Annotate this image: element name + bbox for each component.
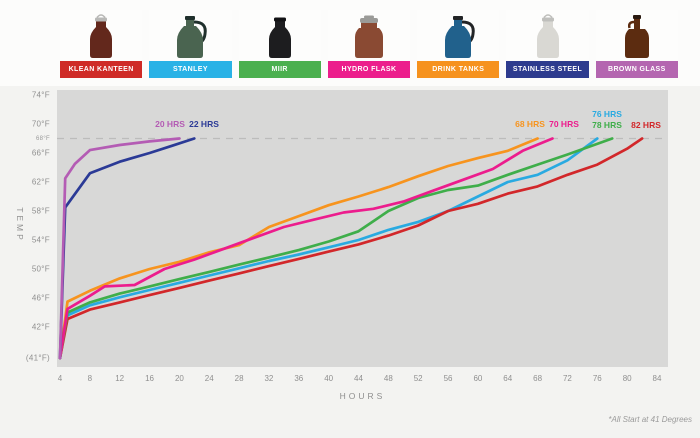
end-label-stanley: 76 HRS <box>592 109 622 119</box>
x-tick-56: 56 <box>443 374 453 383</box>
legend-item-hydro-flask: HYDRO FLASK <box>327 10 411 78</box>
x-tick-60: 60 <box>473 374 483 383</box>
brown-glass-legend-label: BROWN GLASS <box>595 61 678 78</box>
x-tick-28: 28 <box>234 374 244 383</box>
legend-item-stanley: STANLEY <box>149 10 232 78</box>
x-tick-48: 48 <box>383 374 393 383</box>
drink-tanks-bottle-image <box>417 10 500 60</box>
end-label-hydro-flask: 70 HRS <box>549 119 579 129</box>
stanley-legend-label: STANLEY <box>149 61 232 78</box>
legend-item-klean-kanteen: KLEAN KANTEEN <box>60 10 143 78</box>
x-tick-64: 64 <box>503 374 513 383</box>
x-tick-52: 52 <box>413 374 423 383</box>
line-stanley <box>58 137 599 360</box>
stanley-bottle-image <box>149 10 232 60</box>
bottle-icon <box>354 15 383 58</box>
hydro-flask-legend-label: HYDRO FLASK <box>327 61 411 78</box>
y-tick-66: 66°F <box>31 148 50 158</box>
x-tick-20: 20 <box>174 374 184 383</box>
x-tick-68: 68 <box>533 374 543 383</box>
x-tick-12: 12 <box>115 374 125 383</box>
line-brown-glass <box>58 137 181 360</box>
x-axis-title: HOURS <box>339 391 386 401</box>
temperature-line-chart: 76 HRS 82 HRS 78 HRS 68 HRS 70 HRS 22 HRS 20 H… <box>57 109 668 360</box>
miir-bottle-image <box>238 10 321 60</box>
legend-item-drink-tanks: DRINK TANKS <box>417 10 500 78</box>
miir-legend-label: MIIR <box>238 61 321 78</box>
x-tick-32: 32 <box>264 374 274 383</box>
x-tick-80: 80 <box>622 374 632 383</box>
y-tick-54: 54°F <box>31 235 50 245</box>
end-label-stainless-steel: 22 HRS <box>189 119 219 129</box>
brown-glass-bottle-image <box>595 10 678 60</box>
bottle-icon <box>177 16 208 58</box>
x-tick-44: 44 <box>354 374 363 383</box>
x-tick-8: 8 <box>87 374 93 383</box>
x-tick-4: 4 <box>57 374 63 383</box>
footnote: *All Start at 41 Degrees <box>608 415 692 424</box>
klean-kanteen-legend-label: KLEAN KANTEEN <box>60 61 143 78</box>
bottle-icon <box>536 14 559 58</box>
x-tick-36: 36 <box>294 374 304 383</box>
end-label-brown-glass: 20 HRS <box>155 119 185 129</box>
bottle-icon <box>624 15 649 58</box>
x-tick-84: 84 <box>652 374 662 383</box>
plot-area: 76 HRS 82 HRS 78 HRS 68 HRS 70 HRS 22 HRS 20 H… <box>57 90 668 367</box>
x-tick-76: 76 <box>592 374 602 383</box>
drink-tanks-legend-label: DRINK TANKS <box>417 61 500 78</box>
bottle-icon <box>445 16 476 58</box>
klean-kanteen-bottle-image <box>60 10 143 60</box>
line-klean-kanteen <box>58 137 644 360</box>
threshold-label-68f: 68°F <box>36 135 50 142</box>
end-label-drink-tanks: 68 HRS <box>515 119 545 129</box>
legend-item-brown-glass: BROWN GLASS <box>595 10 678 78</box>
y-tick-62: 62°F <box>31 177 50 187</box>
y-tick-70: 70°F <box>31 119 50 129</box>
legend-item-miir: MIIR <box>238 10 321 78</box>
legend-item-stainless-steel: STAINLESS STEEL <box>506 10 589 78</box>
line-miir <box>58 137 614 360</box>
x-tick-72: 72 <box>562 374 572 383</box>
y-tick-46: 46°F <box>31 293 50 303</box>
line-stainless-steel <box>58 137 196 360</box>
y-tick-start-41f: (41°F) <box>25 353 50 363</box>
bottle-icon <box>90 14 113 58</box>
stainless-steel-legend-label: STAINLESS STEEL <box>506 61 589 78</box>
y-tick-58: 58°F <box>31 206 50 216</box>
line-hydro-flask <box>58 137 554 360</box>
line-drink-tanks <box>58 137 539 360</box>
y-tick-42: 42°F <box>31 322 50 332</box>
x-tick-16: 16 <box>145 374 154 383</box>
end-label-miir: 78 HRS <box>592 120 622 130</box>
x-tick-40: 40 <box>324 374 334 383</box>
x-tick-24: 24 <box>204 374 214 383</box>
y-tick-74: 74°F <box>31 90 50 100</box>
stainless-steel-bottle-image <box>506 10 589 60</box>
legend: KLEAN KANTEEN STANLEY MIIR HYDRO FLASK D… <box>60 10 678 78</box>
bottle-icon <box>268 17 291 58</box>
end-label-klean-kanteen: 82 HRS <box>631 120 661 130</box>
y-tick-50: 50°F <box>31 264 50 274</box>
hydro-flask-bottle-image <box>327 10 411 60</box>
